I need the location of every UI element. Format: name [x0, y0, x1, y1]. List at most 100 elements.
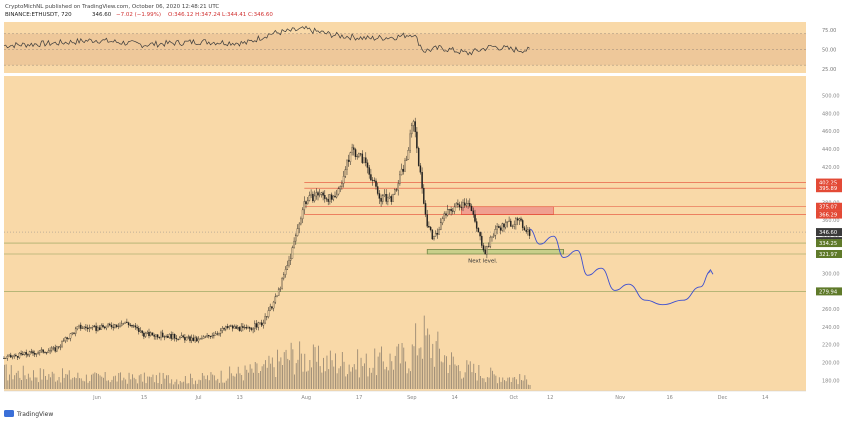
volume-bar [333, 366, 335, 389]
candle-body [293, 240, 295, 248]
candle-body [465, 203, 468, 206]
candle-body [394, 189, 396, 195]
candle-body [264, 316, 266, 324]
volume-bar [355, 369, 357, 389]
volume-bar [142, 381, 144, 389]
candle-body [61, 341, 63, 347]
candle-body [404, 160, 406, 172]
volume-bar [152, 374, 154, 389]
candle-body [28, 351, 31, 356]
volume-bar [416, 355, 418, 389]
candle-body [501, 223, 504, 231]
candle-body [469, 203, 471, 207]
volume-bar [432, 343, 434, 389]
volume-bar [507, 377, 509, 389]
candle-body [467, 203, 469, 205]
price-tick-label: 260.00 [822, 307, 840, 313]
candle-body [306, 200, 309, 205]
volume-bar [253, 372, 254, 389]
volume-bar [270, 363, 272, 389]
candle-body [429, 226, 432, 231]
volume-bar [514, 377, 516, 389]
price-tick-label: 460.00 [822, 129, 840, 135]
volume-bar [244, 365, 246, 389]
volume-bar [166, 375, 167, 389]
time-tick-label: Jun [92, 395, 101, 401]
candle-body [27, 354, 29, 356]
volume-bar [111, 379, 113, 389]
volume-bar [157, 383, 159, 389]
volume-bar [512, 377, 514, 389]
volume-bar [39, 368, 41, 389]
candle-body [446, 209, 449, 216]
candle-body [110, 324, 113, 328]
volume-bar [266, 367, 268, 389]
candle-body [160, 332, 162, 338]
price-tick-label: 220.00 [822, 343, 840, 349]
candle-body [57, 346, 60, 348]
candle-body [428, 226, 430, 228]
volume-bar [162, 373, 164, 389]
candle-body [525, 229, 527, 232]
candle-body [426, 214, 428, 227]
volume-bar [254, 362, 256, 389]
volume-bar [215, 380, 217, 389]
time-tick-label: Nov [615, 395, 625, 401]
candle-body [194, 337, 196, 341]
candle-body [226, 326, 229, 328]
support-price-label-box [816, 287, 842, 296]
candle-body [132, 325, 135, 327]
candle-body [380, 198, 382, 202]
candle-body [64, 337, 67, 342]
candle-body [148, 331, 150, 337]
volume-bar [335, 353, 336, 389]
candle-body [102, 325, 104, 328]
candle-body [8, 354, 10, 357]
candle-body [3, 357, 5, 359]
candle-body [155, 334, 157, 337]
volume-bar [384, 369, 386, 389]
time-tick-label: Jul [195, 395, 202, 401]
candle-body [139, 330, 142, 332]
candle-body [91, 325, 94, 328]
volume-bar [381, 346, 382, 389]
volume-bar [201, 373, 203, 389]
price-tick-label: 240.00 [822, 325, 840, 331]
level-layer [4, 182, 806, 292]
rsi-tick-label: 50.00 [822, 47, 836, 53]
volume-bar [423, 315, 425, 389]
candle-body [291, 247, 294, 259]
candle-body [520, 218, 522, 221]
support-price-label-text: 321.97 [819, 252, 837, 258]
candle-body [378, 193, 381, 199]
candle-body [161, 332, 164, 337]
candle-body [107, 323, 109, 327]
candle-body [20, 352, 22, 355]
volume-bar [399, 363, 401, 389]
candle-body [156, 334, 159, 338]
volume-bar [410, 371, 411, 389]
volume-bar [125, 379, 127, 389]
volume-bar [283, 352, 285, 389]
candle-body [66, 337, 68, 340]
volume-bar [217, 378, 219, 389]
candle-body [339, 186, 341, 190]
candle-body [98, 327, 101, 330]
candle-body [503, 223, 505, 228]
candle-body [508, 220, 510, 222]
candle-body [346, 159, 348, 170]
candle-body [385, 194, 387, 202]
candle-body [163, 336, 166, 338]
volume-bar [420, 347, 422, 389]
candle-body [472, 210, 475, 215]
projection-arrowhead [707, 268, 714, 275]
volume-bar [164, 378, 166, 389]
volume-bar [191, 378, 193, 389]
volume-bar [128, 372, 130, 389]
candle-body [383, 194, 386, 196]
candle-body [327, 198, 329, 202]
symbol-line: BINANCE:ETHUSDT, 720 [5, 12, 72, 18]
candle-body [40, 349, 43, 351]
volume-bar [227, 378, 229, 389]
